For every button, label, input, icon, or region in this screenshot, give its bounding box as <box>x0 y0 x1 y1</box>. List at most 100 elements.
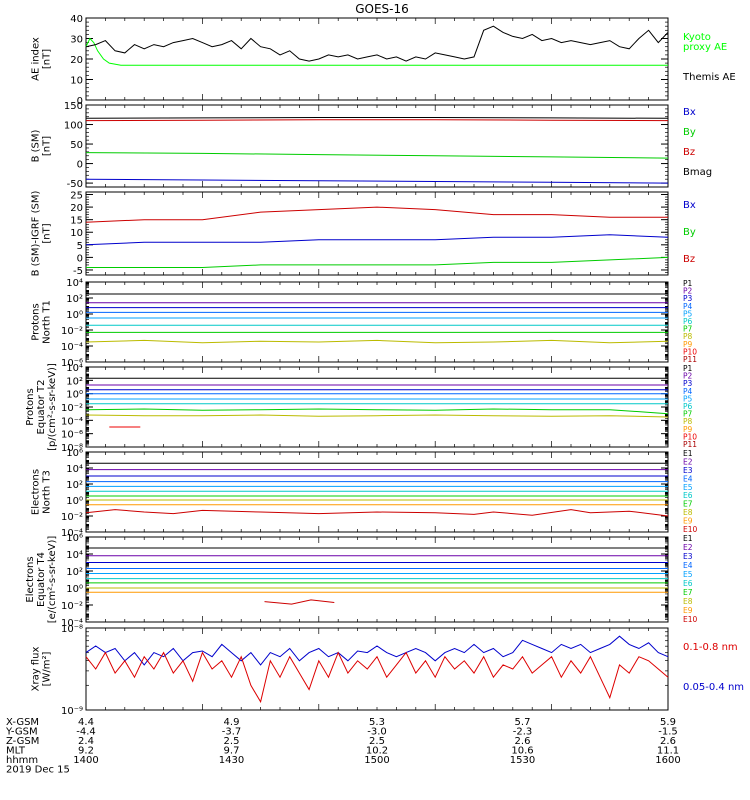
y-tick-label: 10⁰ <box>66 584 83 595</box>
y-tick-label: 10⁰ <box>66 390 83 401</box>
x-row-label: Z-GSM <box>6 736 39 747</box>
x-tick-value: -4.4 <box>76 727 96 738</box>
legend-entry: E10 <box>683 615 698 624</box>
y-tick-label: -5 <box>73 266 83 277</box>
x-tick-value: 11.1 <box>657 746 679 757</box>
figure-title: GOES-16 <box>355 2 409 16</box>
x-tick-value: 9.7 <box>224 746 240 757</box>
legend-entry: Bx <box>683 107 696 118</box>
legend-entry: P11 <box>683 355 697 364</box>
x-tick-value: 2.6 <box>660 736 676 747</box>
x-row-label: X-GSM <box>6 717 39 728</box>
legend-entry: P2 <box>683 372 693 381</box>
x-row-label: MLT <box>6 746 26 757</box>
panel-frame <box>85 366 669 448</box>
y-tick-label: 10⁶ <box>66 448 83 459</box>
legend-entry: By <box>683 227 696 238</box>
y-tick-label: 15 <box>70 216 83 227</box>
x-tick-value: -1.5 <box>658 727 678 738</box>
y-tick-label: 10⁻⁴ <box>61 416 83 427</box>
y-axis-label: [nT] <box>42 136 53 156</box>
series-by <box>85 152 669 159</box>
legend-entry: E5 <box>683 483 693 492</box>
y-tick-label: 10⁻⁸ <box>61 624 83 635</box>
x-tick-value: 5.7 <box>515 717 531 728</box>
legend-entry: E1 <box>683 534 693 543</box>
legend-entry: P1 <box>683 364 693 373</box>
y-tick-label: 10⁰ <box>66 310 83 321</box>
y-axis-label: Protons <box>31 303 42 340</box>
legend-entry: E6 <box>683 579 693 588</box>
y-axis-label: Equator T4 <box>36 552 47 607</box>
series-bx <box>85 178 669 184</box>
y-axis-label: Equator T2 <box>36 380 47 435</box>
x-tick-value: 1530 <box>510 755 535 766</box>
series-bz <box>85 119 669 122</box>
y-tick-label: 0 <box>77 253 83 264</box>
legend-entry: Bz <box>683 147 695 158</box>
x-tick-value: 1600 <box>655 755 680 766</box>
x-tick-value: -3.0 <box>367 727 387 738</box>
series-bmag <box>85 117 669 119</box>
y-axis-label: Electrons <box>25 556 36 602</box>
series-bx <box>85 234 669 246</box>
panel-xray: 10⁻⁹ 10⁻⁸ Xray flux [W/m²] 0.1-0.8 nm 0.05-0.… <box>31 624 745 717</box>
legend-entry: E3 <box>683 552 693 561</box>
y-tick-label: 10² <box>66 567 83 578</box>
y-axis-label: Protons <box>25 388 36 425</box>
y-axis-label: B (SM) <box>31 129 42 162</box>
y-tick-label: 10⁻² <box>61 512 83 523</box>
legend-entry: Bx <box>683 200 696 211</box>
series-p7 <box>85 408 669 415</box>
date-label: 2019 Dec 15 <box>6 765 70 776</box>
x-tick-value: 10.2 <box>366 746 388 757</box>
legend-entry: 0.05-0.4 nm <box>683 682 744 693</box>
y-tick-label: 10⁴ <box>66 278 83 289</box>
legend-entry: Kyoto <box>683 32 711 43</box>
y-axis-label: [W/m²] <box>42 651 53 686</box>
x-row-label: Y-GSM <box>5 727 38 738</box>
y-axis-label: [p/(cm²-s-sr-keV)] <box>47 363 58 451</box>
x-tick-value: 4.4 <box>78 717 94 728</box>
legend-entry: E2 <box>683 543 693 552</box>
x-tick-value: 2.5 <box>224 736 240 747</box>
legend-entry: E9 <box>683 606 693 615</box>
y-tick-label: 10 <box>70 228 83 239</box>
y-tick-label: 5 <box>77 241 83 252</box>
y-axis-label: Electrons <box>31 469 42 515</box>
y-tick-label: 10⁴ <box>66 464 83 475</box>
y-axis-label: North T1 <box>42 300 53 344</box>
legend-entry: P5 <box>683 309 693 318</box>
series-p8 <box>85 339 669 344</box>
y-tick-label: 10⁶ <box>66 533 83 544</box>
x-tick-value: -3.7 <box>222 727 242 738</box>
legend-entry: Bmag <box>683 167 712 178</box>
y-tick-label: 50 <box>70 140 83 151</box>
series-themis-ae <box>85 25 669 62</box>
legend-entry: P7 <box>683 410 693 419</box>
legend-entry: P9 <box>683 425 693 434</box>
y-tick-label: 10⁻⁶ <box>61 358 83 369</box>
legend-entry: P1 <box>683 279 693 288</box>
legend-entry: P2 <box>683 287 693 296</box>
y-axis-label: B (SM)-IGRF (SM) <box>31 191 42 277</box>
series-bz <box>85 206 668 223</box>
y-tick-label: 20 <box>70 203 83 214</box>
y-tick-label: 0 <box>77 160 83 171</box>
y-tick-label: 10⁰ <box>66 496 83 507</box>
y-tick-label: 10⁴ <box>66 363 83 374</box>
y-axis-label: North T3 <box>42 470 53 514</box>
y-axis-label: [e/(cm²-s-sr-keV)] <box>47 536 58 624</box>
legend-entry: P3 <box>683 379 693 388</box>
y-tick-label: 0 <box>77 96 83 107</box>
y-axis-label: Xray flux <box>31 647 42 692</box>
legend-entry: E7 <box>683 500 693 509</box>
y-tick-label: 10² <box>66 294 83 305</box>
panel-frame <box>85 451 669 533</box>
legend-entry: P6 <box>683 402 693 411</box>
y-tick-label: 100 <box>64 121 83 132</box>
x-tick-value: 1500 <box>364 755 389 766</box>
legend-entry: By <box>683 127 696 138</box>
